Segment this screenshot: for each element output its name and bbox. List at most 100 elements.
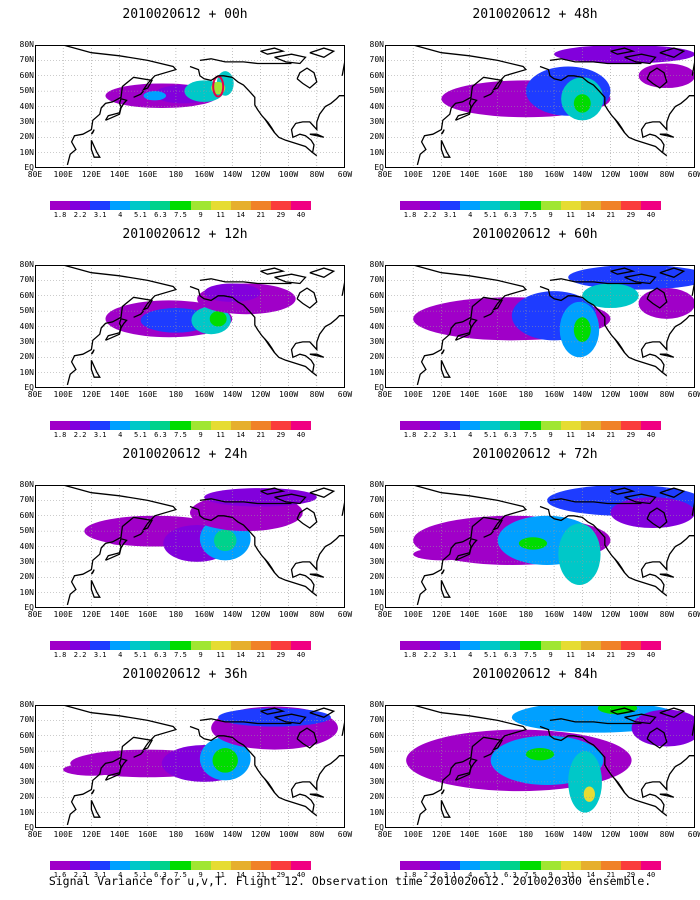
lon-tick-label: 120E xyxy=(81,830,101,839)
colorbar-tick-label: 14 xyxy=(236,211,245,219)
colorbar-labels: 1.8 2.2 3.1 4 5.1 6.3 7.5 9 11 14 21 29 40 xyxy=(400,211,661,220)
colorbar-tick-label: 21 xyxy=(606,431,616,439)
colorbar-swatch xyxy=(500,421,521,430)
coastline xyxy=(274,713,307,725)
figure-caption: Signal Variance for u,v,T. Flight 12. Ob… xyxy=(48,874,652,888)
colorbar-swatch xyxy=(130,421,151,430)
lon-tick-label: 60W xyxy=(337,830,353,839)
lat-tick-label: 30N xyxy=(369,776,384,786)
colorbar-swatch xyxy=(400,201,421,210)
colorbar-tick-label: 40 xyxy=(296,871,306,879)
coastline xyxy=(614,118,626,133)
coastline xyxy=(199,718,292,725)
coastline xyxy=(614,558,626,573)
colorbar-swatch xyxy=(400,421,421,430)
colorbar-swatch xyxy=(480,201,501,210)
lat-tick-label: 60N xyxy=(19,510,34,520)
lon-tick-label: 80E xyxy=(27,610,43,619)
colorbar-tick-label: 5.1 xyxy=(134,431,147,439)
signal-contour xyxy=(213,529,237,552)
lat-tick-label: 20N xyxy=(369,572,384,582)
lon-tick-label: 180 xyxy=(518,390,534,399)
colorbar-swatch xyxy=(150,861,171,870)
lat-tick-label: 20N xyxy=(19,132,34,142)
colorbar-tick-label: 29 xyxy=(276,871,286,879)
colorbar-tick-label: 29 xyxy=(626,871,636,879)
lon-tick-label: 160W xyxy=(544,170,564,179)
colorbar-tick-label: 4 xyxy=(118,871,123,879)
coastline xyxy=(454,318,478,341)
lon-tick-label: 80E xyxy=(377,830,393,839)
lon-tick-label: 120E xyxy=(431,610,451,619)
lat-tick-label: 40N xyxy=(369,101,384,111)
lon-tick-label: 100W xyxy=(278,610,299,619)
lon-tick-label: 120E xyxy=(81,390,101,399)
coastline xyxy=(63,485,178,606)
colorbar-tick-label: 6.3 xyxy=(504,651,517,659)
panel-title: 2010020612 + 84h xyxy=(472,667,598,682)
coastline xyxy=(199,58,292,65)
signal-contour xyxy=(143,91,167,101)
lon-tick-label: 100W xyxy=(628,830,649,839)
lat-tick-label: 80N xyxy=(369,480,384,489)
panel-title: 2010020612 + 36h xyxy=(122,667,248,682)
lat-tick-label: 50N xyxy=(369,86,384,96)
colorbar-tick-label: 40 xyxy=(646,871,656,879)
colorbar-tick-label: 2.2 xyxy=(423,871,437,879)
lon-tick-label: 80E xyxy=(377,170,393,179)
colorbar-tick-label: 7.5 xyxy=(524,431,537,439)
colorbar-tick-label: 9 xyxy=(198,871,203,879)
colorbar-labels: 1.6 2.2 3.1 4 5.1 6.3 7.5 9 11 14 21 29 40 xyxy=(50,871,311,880)
map-panel: 2010020612 + 60h EQ 10N 20N 30N 40N 50N 60N 70N 8… xyxy=(365,225,700,440)
colorbar-tick-label: 9 xyxy=(198,431,203,439)
colorbar-tick-label: 21 xyxy=(256,211,266,219)
lon-tick-label: 60W xyxy=(337,390,353,399)
lon-tick-label: 100W xyxy=(278,170,299,179)
colorbar-swatch xyxy=(190,201,211,210)
colorbar-tick-label: 5.1 xyxy=(134,871,147,879)
lat-tick-label: 30N xyxy=(19,336,34,346)
colorbar-swatch xyxy=(500,861,521,870)
colorbar-tick-label: 1.8 xyxy=(53,431,67,439)
colorbar-swatch xyxy=(250,861,271,870)
colorbar-tick-label: 4 xyxy=(468,651,473,659)
colorbar-tick-label: 9 xyxy=(548,431,553,439)
coastline xyxy=(659,793,675,798)
map-panel: 2010020612 + 72h EQ 10N 20N 30N 40N 50N 60N 70N 8… xyxy=(365,445,700,660)
colorbar xyxy=(50,861,312,870)
coastline xyxy=(309,573,325,578)
lon-tick-label: 160W xyxy=(544,610,564,619)
lon-tick-label: 60W xyxy=(337,170,353,179)
coastline xyxy=(646,287,668,309)
lon-tick-label: 60W xyxy=(687,830,700,839)
colorbar-tick-label: 11 xyxy=(566,651,575,659)
colorbar-swatch xyxy=(210,201,231,210)
coastline xyxy=(260,267,286,275)
coastline xyxy=(659,47,686,59)
colorbar-tick-label: 3.1 xyxy=(443,211,457,219)
colorbar-tick-label: 4 xyxy=(468,431,473,439)
lon-tick-label: 140W xyxy=(572,610,592,619)
colorbar-swatch xyxy=(540,201,561,210)
panel-title: 2010020612 + 24h xyxy=(122,447,248,462)
coastline xyxy=(90,580,101,598)
colorbar-swatch xyxy=(110,861,131,870)
signal-contour xyxy=(558,523,601,585)
lon-tick-label: 100E xyxy=(403,610,423,619)
colorbar-tick-label: 6.3 xyxy=(154,211,167,219)
coastline xyxy=(640,95,695,153)
colorbar-swatch xyxy=(520,421,541,430)
colorbar-swatch xyxy=(170,861,191,870)
lon-tick-label: 80W xyxy=(659,830,675,839)
lat-tick-label: 70N xyxy=(369,715,384,725)
colorbar-tick-label: 3.1 xyxy=(443,431,457,439)
lat-tick-label: 10N xyxy=(19,807,34,817)
colorbar-swatch xyxy=(620,641,641,650)
coastline xyxy=(691,485,695,516)
coastline xyxy=(440,569,445,575)
coastline xyxy=(296,287,318,309)
coastline xyxy=(413,485,528,606)
map-svg xyxy=(35,265,345,388)
lon-tick-label: 80E xyxy=(27,830,43,839)
colorbar-tick-label: 2.2 xyxy=(73,431,87,439)
